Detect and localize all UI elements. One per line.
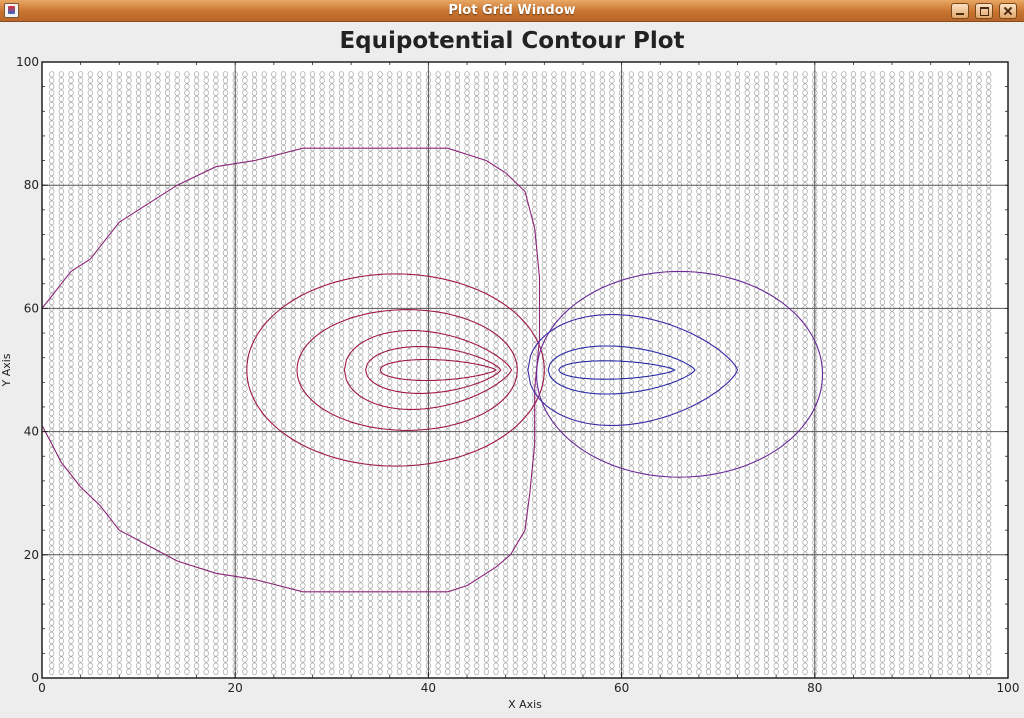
contour-line-9 — [547, 345, 696, 395]
plot-area — [42, 62, 1008, 678]
window-titlebar[interactable]: Plot Grid Window — [0, 0, 1024, 22]
grid-marker-circles — [49, 71, 992, 675]
contour-line-4 — [343, 330, 513, 410]
minimize-button[interactable] — [951, 3, 969, 19]
contour-line-10 — [558, 360, 676, 380]
contour-line-3 — [296, 309, 518, 431]
contour-line-8 — [527, 314, 739, 426]
x-tick-label: 0 — [38, 681, 46, 695]
grid-lines — [42, 62, 1008, 678]
y-axis-label: Y Axis — [0, 353, 13, 387]
x-tick-label: 100 — [997, 681, 1020, 695]
grid-markers — [49, 71, 992, 675]
contour-line-6 — [379, 358, 498, 382]
java-app-icon[interactable] — [4, 3, 19, 18]
x-tick-label: 40 — [421, 681, 436, 695]
contour-line-2 — [246, 273, 545, 467]
y-tick-label: 20 — [24, 548, 39, 562]
x-tick-label: 80 — [807, 681, 822, 695]
x-axis-label: X Axis — [508, 698, 542, 711]
close-button[interactable] — [999, 3, 1017, 19]
y-tick-label: 0 — [31, 671, 39, 685]
y-tick-label: 40 — [24, 425, 39, 439]
contour-line-7 — [536, 270, 824, 478]
x-tick-label: 20 — [228, 681, 243, 695]
contour-lines — [41, 147, 824, 593]
chart-title: Equipotential Contour Plot — [339, 28, 684, 54]
contour-line-5 — [365, 346, 502, 394]
y-tick-label: 80 — [24, 178, 39, 192]
x-tick-label: 60 — [614, 681, 629, 695]
maximize-button[interactable] — [975, 3, 993, 19]
contour-chart: Equipotential Contour Plot 0 20 40 60 80 100 0… — [0, 22, 1024, 718]
y-tick-label: 60 — [24, 301, 39, 315]
plot-border — [41, 61, 1009, 679]
y-tick-label: 100 — [16, 55, 39, 69]
window-title: Plot Grid Window — [448, 3, 576, 18]
